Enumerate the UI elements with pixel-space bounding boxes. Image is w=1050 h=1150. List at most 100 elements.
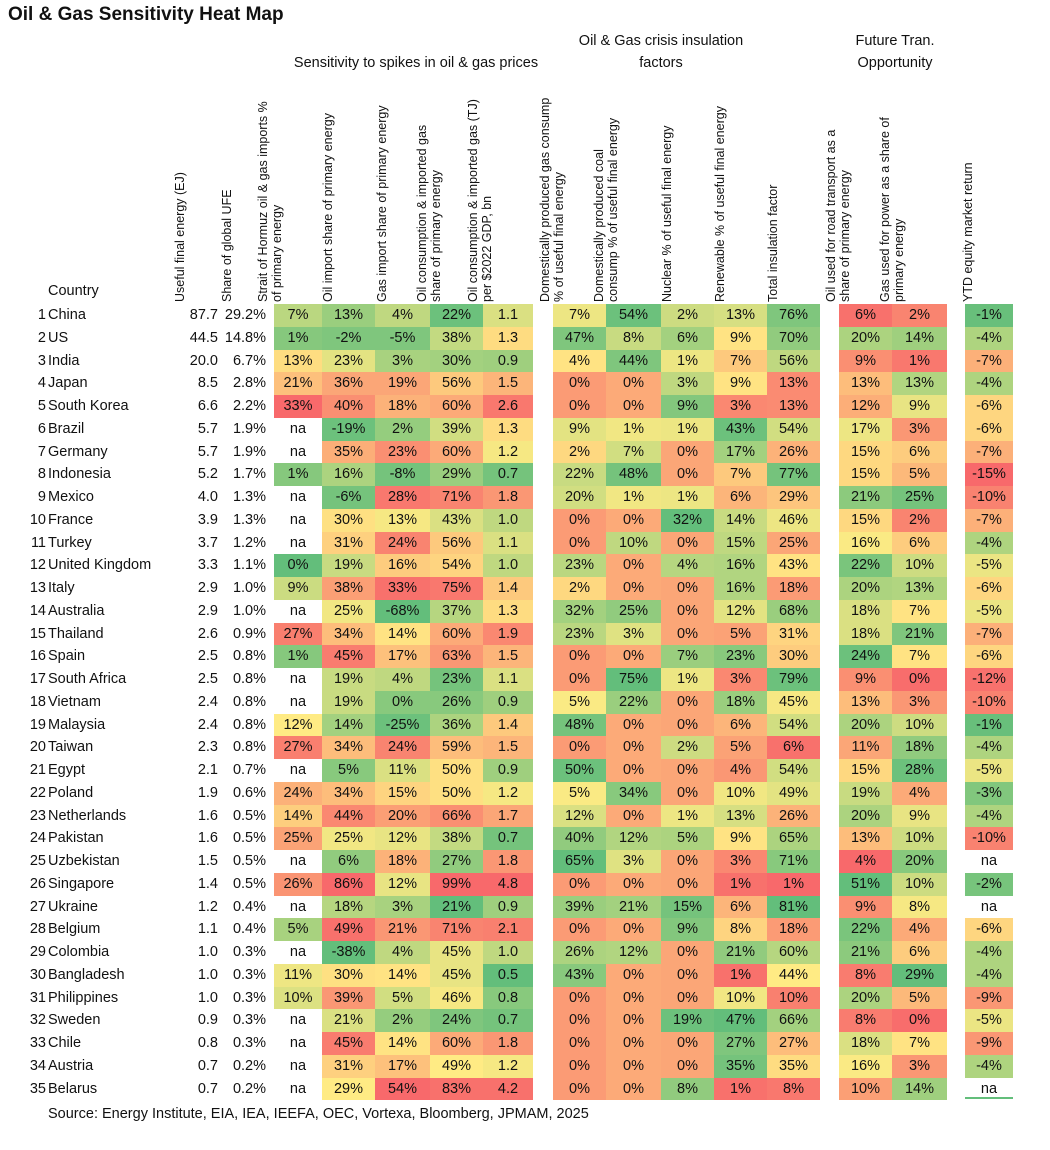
country-name: France [48,511,94,528]
cell-oil_imp: 31% [322,531,375,555]
cell-share: 14.8% [224,329,266,346]
cell-total_ins: 45% [767,690,820,714]
cell-oil_imp: 13% [322,304,375,327]
country-name: Germany [48,443,108,460]
column-header-label: Gas used for power as a share of primary… [877,117,906,302]
cell-oil_imp: 19% [322,668,375,691]
cell-road: 16% [839,1054,892,1078]
cell-road: 21% [839,486,892,509]
cell-gas_imp: 24% [375,531,430,555]
cell-nuclear: 0% [661,713,714,737]
cell-hormuz: na [289,534,307,551]
cell-dom_coal: 12% [606,941,661,964]
cell-oil_gdp: 0.9 [483,349,533,373]
cell-road: 22% [839,554,892,577]
cell-hormuz: 1% [274,463,322,486]
cell-ytd: -4% [965,804,1013,828]
cell-power: 9% [892,804,947,828]
cell-total_ins: 81% [767,895,820,919]
cell-share: 1.1% [232,557,266,574]
cell-road: 20% [839,986,892,1010]
cell-oil_cons: 21% [430,895,483,919]
cell-hormuz: na [289,853,307,869]
cell-oil_cons: 46% [430,986,483,1010]
cell-oil_cons: 99% [430,872,483,896]
cell-dom_coal: 44% [606,349,661,373]
cell-dom_coal: 0% [606,986,661,1010]
column-header-renew: Renewable % of useful final energy [713,96,757,302]
cell-nuclear: 1% [661,417,714,441]
cell-oil_gdp: 1.1 [483,304,533,327]
column-header-label: Strait of Hormuz oil & gas imports % of … [256,101,284,302]
cell-oil_cons: 38% [430,827,483,850]
cell-total_ins: 26% [767,804,820,828]
cell-oil_imp: 36% [322,372,375,395]
cell-power: 21% [892,622,947,646]
cell-dom_gas: 7% [553,304,606,327]
country-name: South Korea [48,398,129,414]
cell-oil_cons: 56% [430,372,483,395]
cell-oil_cons: 63% [430,645,483,668]
cell-dom_coal: 3% [606,622,661,646]
cell-share: 29.2% [224,307,266,323]
cell-ufe: 5.7 [197,443,218,460]
table-row: 27 Ukraine 1.2 0.4% na 18% 3% 21% 0.9 39% 21% 15% 6%… [0,895,1050,919]
cell-oil_imp: 5% [322,759,375,782]
column-header-dom_gas: Domestically produced gas consump % of u… [538,96,596,302]
cell-oil_cons: 45% [430,941,483,964]
cell-renew: 3% [714,668,767,691]
cell-power: 2% [892,304,947,327]
row-rank: 5 [37,398,46,414]
cell-hormuz: 25% [274,827,322,850]
cell-dom_gas: 43% [553,963,606,987]
row-rank: 16 [29,648,46,665]
cell-oil_imp: 86% [322,872,375,896]
cell-power: 20% [892,850,947,873]
cell-oil_gdp: 2.6 [483,395,533,418]
table-row: 35 Belarus 0.7 0.2% na 29% 54% 83% 4.2 0% 0% 8% 1% 8%… [0,1077,1050,1101]
cell-total_ins: 54% [767,713,820,737]
cell-ufe: 6.6 [197,398,218,414]
cell-oil_cons: 45% [430,963,483,987]
row-rank: 21 [29,762,46,778]
cell-dom_gas: 0% [553,736,606,759]
column-header-label: Oil import share of primary energy [320,113,335,302]
cell-nuclear: 0% [661,872,714,896]
cell-share: 1.9% [232,443,266,460]
cell-total_ins: 8% [767,1077,820,1101]
cell-nuclear: 0% [661,690,714,714]
table-row: 6 Brazil 5.7 1.9% na -19% 2% 39% 1.3 9% 1% 1% 43% 54%… [0,417,1050,441]
cell-ufe: 2.4 [197,716,218,733]
cell-dom_coal: 0% [606,395,661,418]
cell-power: 4% [892,781,947,805]
cell-total_ins: 18% [767,918,820,941]
cell-dom_gas: 0% [553,395,606,418]
cell-oil_gdp: 0.5 [483,963,533,987]
cell-oil_gdp: 1.1 [483,531,533,555]
cell-oil_imp: 39% [322,986,375,1010]
cell-hormuz: 27% [274,736,322,759]
country-name: South Africa [48,671,127,687]
cell-share: 1.2% [232,534,266,551]
cell-share: 0.3% [232,966,266,983]
cell-total_ins: 31% [767,622,820,646]
cell-share: 0.8% [232,648,266,665]
cell-nuclear: 1% [661,349,714,373]
cell-renew: 3% [714,395,767,418]
cell-power: 3% [892,690,947,714]
cell-power: 5% [892,463,947,486]
cell-gas_imp: 14% [375,622,430,646]
cell-dom_gas: 50% [553,759,606,782]
cell-power: 10% [892,713,947,737]
cell-renew: 1% [714,963,767,987]
cell-oil_cons: 54% [430,554,483,577]
cell-road: 11% [839,736,892,759]
cell-hormuz: 5% [274,918,322,941]
cell-ytd: na [980,853,998,869]
cell-power: 29% [892,963,947,987]
cell-oil_cons: 60% [430,622,483,646]
cell-hormuz: na [289,511,307,528]
cell-nuclear: 0% [661,440,714,464]
cell-road: 19% [839,781,892,805]
cell-dom_gas: 22% [553,463,606,486]
